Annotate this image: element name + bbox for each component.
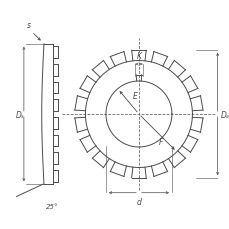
Text: d: d [136, 197, 141, 206]
Text: s: s [27, 21, 31, 30]
Text: K: K [136, 52, 141, 61]
Text: 25°: 25° [46, 203, 58, 209]
Text: E: E [132, 91, 137, 100]
Text: Dₛ: Dₛ [15, 110, 24, 119]
Text: F: F [158, 138, 163, 147]
Text: Dₐ: Dₐ [219, 110, 228, 119]
